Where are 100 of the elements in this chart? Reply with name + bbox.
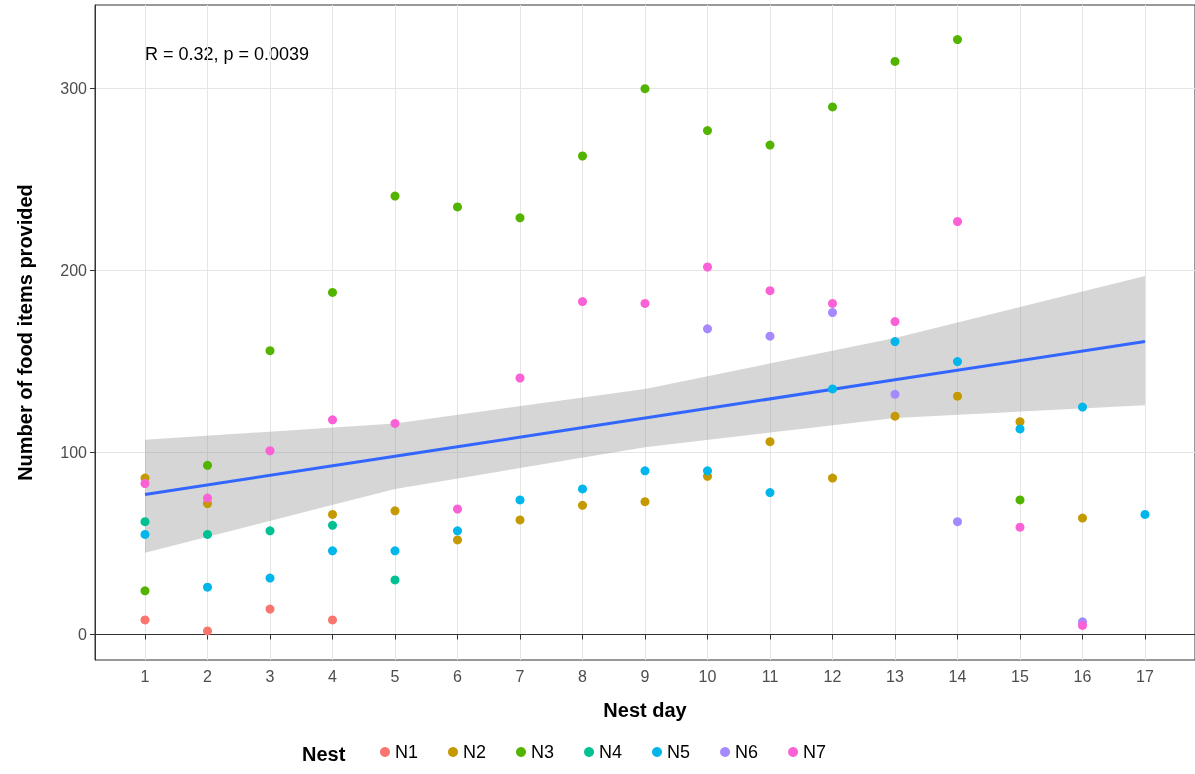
point [953, 217, 962, 227]
point [328, 546, 337, 556]
x-tick-label: 5 [390, 667, 400, 685]
legend-label: N5 [667, 742, 691, 762]
x-tick-label: 16 [1073, 667, 1092, 685]
x-axis-title: Nest day [603, 699, 688, 721]
point [203, 493, 212, 503]
x-tick-label: 15 [1011, 667, 1029, 685]
point [265, 526, 275, 536]
point [1078, 513, 1087, 523]
legend-label: N1 [395, 742, 419, 762]
point [140, 529, 150, 539]
y-tick-label: 100 [60, 444, 88, 462]
point [828, 473, 837, 483]
point [453, 535, 462, 545]
x-tick-label: 14 [948, 667, 967, 685]
point [890, 411, 900, 421]
point [578, 297, 587, 307]
point [828, 102, 837, 112]
legend-label: N2 [463, 742, 487, 762]
point [890, 389, 900, 399]
point [578, 151, 587, 161]
point [703, 262, 712, 272]
point [578, 484, 587, 494]
point [265, 573, 275, 583]
point [703, 126, 712, 136]
point [828, 384, 837, 394]
point [640, 84, 650, 94]
point [453, 526, 462, 536]
point [328, 520, 337, 530]
x-tick-label: 2 [203, 667, 213, 685]
point [765, 331, 775, 341]
x-tick-label: 17 [1136, 667, 1154, 685]
point [703, 324, 712, 334]
point [640, 497, 650, 507]
point [203, 582, 212, 592]
point [953, 517, 962, 527]
point [203, 460, 212, 470]
point [140, 479, 150, 489]
point [328, 615, 337, 625]
x-tick-label: 1 [140, 667, 150, 685]
point [828, 298, 837, 308]
point [640, 466, 650, 476]
legend-label: N3 [531, 742, 555, 762]
x-tick-label: 13 [886, 667, 904, 685]
point [140, 586, 150, 596]
point [203, 529, 212, 539]
point [578, 500, 587, 510]
point [1140, 509, 1150, 519]
x-tick-label: 6 [453, 667, 463, 685]
point [765, 488, 775, 498]
x-tick-label: 4 [328, 667, 338, 685]
point [890, 56, 900, 66]
point [390, 546, 400, 556]
point [515, 373, 525, 383]
point [890, 317, 900, 327]
point [140, 615, 150, 625]
point [328, 509, 337, 519]
point [203, 626, 212, 636]
point [1015, 424, 1025, 434]
point [703, 466, 712, 476]
legend-label: N6 [735, 742, 759, 762]
point [765, 286, 775, 296]
legend-title: Nest [302, 743, 346, 765]
legend-label: N7 [803, 742, 827, 762]
point [390, 506, 400, 516]
point [328, 287, 337, 297]
legend-label: N4 [599, 742, 623, 762]
y-tick-label: 300 [60, 80, 88, 98]
x-tick-label: 8 [578, 667, 588, 685]
point [953, 35, 962, 45]
x-tick-label: 11 [761, 667, 779, 685]
x-tick-label: 10 [698, 667, 717, 685]
point [328, 415, 337, 425]
line-series [143, 340, 1147, 496]
x-tick-label: 12 [823, 667, 842, 685]
y-axis-title: Number of food items provided [14, 184, 36, 481]
point [515, 495, 525, 505]
point [453, 504, 462, 514]
point [265, 446, 275, 456]
point [140, 517, 150, 527]
point [640, 298, 650, 308]
point [515, 213, 525, 223]
point [890, 337, 900, 347]
point [390, 575, 400, 585]
x-tick-label: 7 [515, 667, 525, 685]
point [953, 391, 962, 401]
annotation: R = 0.32, p = 0.0039 [145, 44, 310, 64]
point [828, 307, 837, 317]
y-tick-label: 0 [78, 626, 88, 644]
point [453, 202, 462, 212]
point [265, 346, 275, 356]
point [953, 357, 962, 367]
point [265, 604, 275, 614]
point [1078, 402, 1087, 412]
point [765, 140, 775, 150]
y-tick-label: 200 [60, 262, 88, 280]
point [390, 418, 400, 428]
x-tick-label: 3 [265, 667, 275, 685]
point [390, 191, 400, 201]
